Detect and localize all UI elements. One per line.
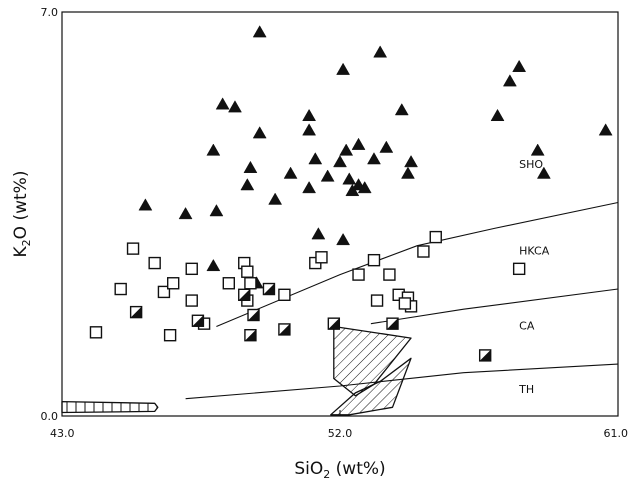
triangle-marker — [490, 108, 505, 122]
half-filled-square-marker — [262, 282, 276, 296]
field-label-th: TH — [518, 383, 534, 396]
open-square-marker — [398, 297, 412, 310]
open-square-marker — [185, 294, 198, 307]
half-filled-square-marker — [386, 317, 399, 330]
triangle-marker — [536, 166, 551, 179]
triangle-marker — [206, 258, 221, 272]
triangle-marker — [379, 140, 394, 153]
triangle-marker — [215, 97, 230, 110]
triangle-marker — [333, 155, 347, 168]
triangle-marker — [512, 59, 527, 72]
open-square-marker — [114, 282, 127, 296]
triangle-marker — [404, 155, 418, 168]
axis-ticks: 43.0 52.0 61.0 0.0 7.0 — [41, 6, 628, 440]
half-filled-square-marker — [327, 317, 341, 330]
hatched-region-3 — [61, 400, 159, 414]
triangle-marker — [336, 62, 351, 75]
x-tick-label: 52.0 — [328, 427, 353, 440]
open-square-marker — [166, 277, 180, 290]
triangle-marker — [302, 181, 317, 194]
y-tick-label: 0.0 — [41, 410, 59, 423]
triangle-marker — [367, 152, 381, 165]
half-filled-square-marker — [278, 323, 291, 336]
boundary-line-3 — [185, 363, 619, 400]
field-label-sho: SHO — [519, 158, 543, 171]
y-tick-label: 7.0 — [41, 6, 59, 19]
hatched-region-2 — [330, 357, 412, 416]
triangle-marker — [502, 74, 517, 87]
triangle-marker — [394, 103, 409, 116]
open-square-marker — [383, 268, 396, 281]
triangle-marker — [240, 178, 255, 191]
half-filled-square-marker — [238, 288, 251, 301]
triangle-marker — [598, 123, 613, 136]
triangle-marker — [138, 198, 153, 211]
data-markers — [89, 25, 613, 362]
triangle-marker — [339, 143, 354, 156]
triangle-marker — [178, 206, 193, 220]
half-filled-square-marker — [478, 349, 492, 362]
half-filled-square-marker — [244, 329, 257, 342]
open-square-marker — [126, 242, 140, 255]
triangle-marker — [302, 108, 317, 122]
open-square-marker — [367, 253, 381, 267]
x-tick-label: 43.0 — [50, 427, 75, 440]
field-label-hkca: HKCA — [519, 244, 550, 257]
triangle-marker — [320, 169, 335, 182]
open-square-marker — [315, 251, 328, 264]
triangle-marker — [351, 137, 366, 150]
triangle-marker — [206, 143, 221, 156]
field-label-ca: CA — [519, 319, 535, 332]
triangle-marker — [252, 126, 267, 139]
x-axis-title: SiO2 (wt%) — [294, 459, 385, 481]
boundary-line-2 — [370, 288, 619, 325]
half-filled-square-marker — [129, 305, 143, 319]
triangle-marker — [252, 25, 267, 38]
open-square-marker — [148, 256, 161, 270]
x-tick-label: 61.0 — [604, 427, 628, 440]
triangle-marker — [401, 166, 415, 179]
triangle-marker — [243, 160, 258, 173]
open-square-marker — [163, 329, 177, 342]
triangle-marker — [357, 181, 372, 194]
triangle-marker — [373, 45, 388, 58]
open-square-marker — [278, 288, 291, 301]
triangle-marker — [311, 227, 326, 240]
triangle-marker — [342, 172, 357, 185]
hatched-regions — [61, 325, 412, 416]
open-square-marker — [222, 277, 236, 290]
triangle-marker — [308, 152, 323, 165]
open-square-marker — [370, 294, 384, 307]
triangle-marker — [268, 192, 283, 205]
y-axis-title: K2O (wt%) — [11, 171, 33, 258]
open-square-marker — [89, 326, 103, 339]
open-square-marker — [417, 245, 430, 258]
triangle-marker — [336, 232, 351, 246]
half-filled-square-marker — [247, 308, 260, 322]
triangle-marker — [530, 143, 545, 156]
open-square-marker — [244, 277, 257, 290]
triangle-marker — [302, 123, 317, 136]
field-labels: SHO HKCA CA TH — [518, 158, 550, 396]
open-square-marker — [512, 262, 526, 276]
half-filled-square-marker — [191, 314, 205, 327]
open-square-marker — [429, 230, 442, 244]
triangle-marker — [209, 204, 224, 217]
open-square-marker — [241, 265, 254, 278]
open-square-marker — [185, 262, 198, 276]
triangle-marker — [228, 100, 242, 113]
open-square-marker — [352, 268, 365, 281]
open-square-marker — [157, 285, 171, 299]
triangle-marker — [283, 166, 298, 179]
